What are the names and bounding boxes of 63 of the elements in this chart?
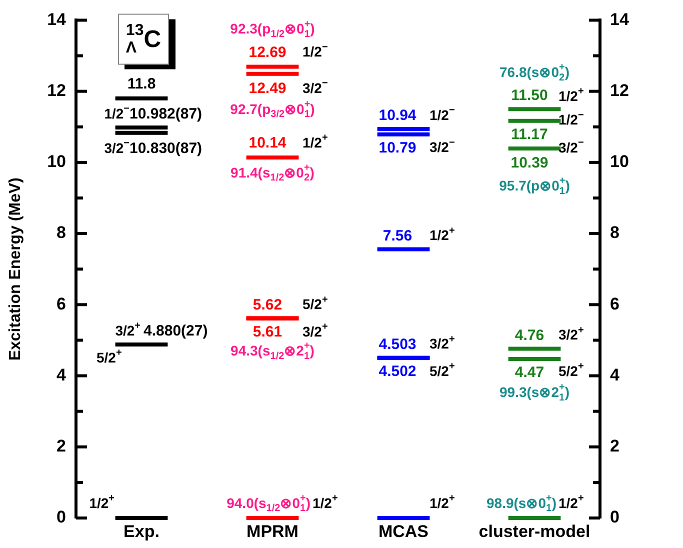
y-tick-label: 14 bbox=[47, 10, 67, 29]
annotation: 1/2+ bbox=[558, 86, 584, 104]
y2-tick-label: 6 bbox=[610, 294, 620, 314]
annotation: 3/2+ bbox=[302, 322, 328, 340]
annotation: 1/2− bbox=[558, 110, 584, 128]
annotation: 1/2+ bbox=[430, 225, 455, 244]
data-label: 4.503 bbox=[378, 336, 416, 354]
data-label: 10.14 bbox=[248, 134, 287, 152]
y-tick-label: 4 bbox=[56, 365, 67, 384]
annotation: 3/2− bbox=[302, 78, 328, 96]
y2-tick-label: 4 bbox=[610, 365, 620, 384]
data-label: 4.502 bbox=[378, 363, 416, 380]
data-label: 4.76 bbox=[514, 326, 544, 344]
annotation: 5/2+ bbox=[430, 361, 455, 379]
y2-tick-label: 10 bbox=[610, 152, 629, 172]
y2-tick-label: 14 bbox=[610, 10, 630, 29]
x-tick-label: cluster-model bbox=[478, 522, 590, 541]
y-tick-label: 8 bbox=[56, 223, 66, 242]
y-tick-label: 2 bbox=[56, 436, 66, 456]
data-label: 11.50 bbox=[511, 87, 548, 104]
annotation: 5/2+ bbox=[302, 294, 328, 312]
data-label: 10.79 bbox=[378, 139, 416, 156]
annotation: 3/2− bbox=[104, 138, 130, 156]
annotation: 5/2+ bbox=[96, 348, 122, 366]
y-tick-label: 0 bbox=[56, 508, 66, 527]
annotation: 1/2+ bbox=[312, 493, 338, 511]
data-label: 10.94 bbox=[378, 107, 417, 124]
annotation: 5/2+ bbox=[558, 361, 584, 379]
data-label: 11.17 bbox=[511, 126, 548, 143]
y-tick-label: 12 bbox=[47, 81, 66, 100]
annotation: 1/2− bbox=[104, 104, 130, 122]
y-tick-label: 10 bbox=[47, 152, 66, 172]
annotation: 3/2+ bbox=[430, 334, 455, 352]
data-label: 5.61 bbox=[252, 324, 282, 341]
data-label: 5.62 bbox=[252, 296, 282, 314]
annotation: 1/2− bbox=[430, 105, 455, 123]
y-tick-label: 6 bbox=[56, 294, 66, 314]
annotation: 3/2− bbox=[558, 138, 584, 156]
data-label: 4.880(27) bbox=[144, 322, 208, 340]
y2-tick-label: 0 bbox=[610, 508, 620, 527]
data-label: 10.39 bbox=[510, 154, 548, 172]
data-label: 7.56 bbox=[382, 227, 412, 244]
y-axis-title: Excitation Energy (MeV) bbox=[7, 178, 24, 361]
x-tick-label: MCAS bbox=[378, 522, 429, 541]
data-label: 10.982(87) bbox=[130, 106, 202, 123]
data-label: 12.49 bbox=[248, 80, 286, 98]
data-label: 10.830(87) bbox=[130, 140, 202, 158]
annotation: 1/2+ bbox=[302, 132, 328, 150]
x-tick-label: MPRM bbox=[246, 522, 298, 541]
data-label: 4.47 bbox=[514, 364, 544, 382]
annotation: 1/2+ bbox=[430, 493, 455, 511]
annotation: 1/2+ bbox=[89, 493, 115, 511]
annotation: 1/2+ bbox=[558, 493, 584, 511]
y2-tick-label: 12 bbox=[610, 81, 629, 100]
x-tick-label: Exp. bbox=[124, 522, 160, 541]
annotation: 3/2+ bbox=[558, 324, 584, 343]
annotation: 3/2+ bbox=[115, 320, 141, 338]
annotation: 1/2− bbox=[302, 42, 328, 60]
y2-tick-label: 8 bbox=[610, 223, 620, 242]
annotation: 3/2− bbox=[430, 137, 455, 156]
data-label: 12.69 bbox=[248, 44, 286, 61]
y2-tick-label: 2 bbox=[610, 436, 620, 456]
data-label: 11.8 bbox=[127, 76, 156, 93]
